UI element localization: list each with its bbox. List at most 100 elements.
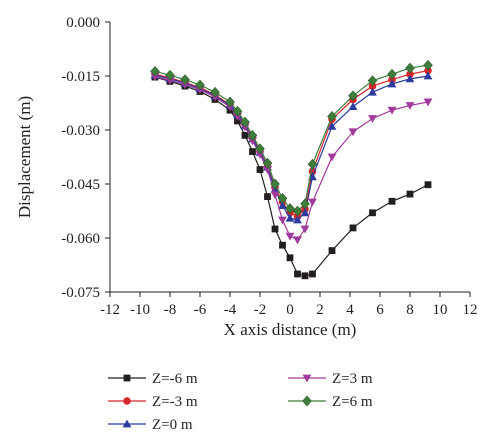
x-tick-label: -4 bbox=[224, 302, 237, 318]
data-point bbox=[387, 68, 397, 80]
data-point bbox=[294, 270, 301, 278]
y-tick-label: -0.060 bbox=[61, 231, 100, 247]
x-tick-label: 4 bbox=[346, 302, 354, 318]
legend-marker bbox=[123, 374, 131, 382]
data-point bbox=[279, 241, 286, 249]
data-point bbox=[387, 79, 397, 88]
data-point bbox=[328, 247, 336, 254]
x-tick-label: 10 bbox=[433, 302, 448, 318]
data-point bbox=[270, 178, 280, 190]
legend-item: Z=6 m bbox=[288, 394, 373, 410]
legend-label: Z=6 m bbox=[332, 394, 373, 410]
data-point bbox=[255, 143, 265, 155]
data-point bbox=[424, 66, 432, 75]
data-point bbox=[406, 70, 414, 78]
legend-label: Z=-6 m bbox=[152, 371, 198, 387]
data-point bbox=[405, 74, 415, 83]
data-point bbox=[247, 130, 258, 141]
data-point bbox=[301, 272, 309, 280]
x-tick-label: -2 bbox=[254, 302, 267, 318]
y-axis-title: Displacement (m) bbox=[15, 96, 34, 218]
series-z-6-m bbox=[151, 73, 432, 280]
data-point bbox=[309, 270, 316, 278]
data-point bbox=[367, 75, 378, 87]
data-point bbox=[423, 59, 433, 71]
y-tick-label: 0.000 bbox=[66, 15, 100, 31]
data-point bbox=[256, 166, 264, 173]
legend-item: Z=0 m bbox=[108, 417, 193, 433]
data-point bbox=[388, 197, 396, 205]
data-point bbox=[180, 81, 190, 90]
legend-marker bbox=[302, 374, 312, 383]
data-point bbox=[368, 82, 377, 90]
legend-item: Z=-6 m bbox=[108, 371, 198, 387]
x-tick-label: 8 bbox=[406, 302, 414, 318]
data-point bbox=[368, 115, 377, 123]
legend-label: Z=3 m bbox=[332, 371, 373, 387]
data-point bbox=[270, 191, 280, 200]
legend-label: Z=-3 m bbox=[152, 394, 198, 410]
data-point bbox=[150, 65, 160, 77]
data-point bbox=[271, 225, 279, 233]
data-point bbox=[327, 153, 337, 162]
series-z-6-m bbox=[150, 59, 433, 217]
data-point bbox=[240, 116, 250, 128]
y-tick-label: -0.075 bbox=[61, 285, 100, 301]
series-layer bbox=[150, 59, 433, 280]
legend-label: Z=0 m bbox=[152, 417, 193, 433]
data-point bbox=[300, 198, 310, 210]
data-point bbox=[327, 122, 337, 130]
data-point bbox=[286, 254, 294, 262]
legend-marker bbox=[302, 395, 312, 407]
data-point bbox=[285, 213, 295, 222]
y-tick-label: -0.015 bbox=[61, 69, 100, 85]
data-point bbox=[262, 157, 273, 169]
data-point bbox=[165, 76, 175, 85]
data-point bbox=[249, 148, 256, 155]
data-point bbox=[292, 205, 303, 217]
x-tick-label: -10 bbox=[130, 302, 150, 318]
data-point bbox=[348, 102, 358, 110]
data-point bbox=[278, 201, 287, 209]
data-point bbox=[387, 106, 397, 115]
data-point bbox=[195, 79, 205, 91]
x-tick-label: -12 bbox=[100, 302, 120, 318]
x-tick-label: 12 bbox=[463, 302, 478, 318]
data-point bbox=[406, 190, 414, 198]
series-line bbox=[154, 76, 429, 277]
data-point bbox=[232, 105, 243, 117]
data-point bbox=[285, 203, 295, 214]
legend-item: Z=-3 m bbox=[108, 394, 198, 410]
axes: -12 -10 -8 -6 -4 -2 0 2 4 6 8 10 12 0.000 -0.015 -0.030… bbox=[61, 15, 477, 318]
data-point bbox=[210, 86, 220, 98]
data-point bbox=[165, 69, 175, 81]
data-point bbox=[300, 208, 310, 217]
legend-item: Z=3 m bbox=[288, 371, 373, 387]
data-point bbox=[405, 102, 415, 110]
data-point bbox=[225, 96, 235, 108]
data-point bbox=[307, 158, 318, 170]
x-tick-label: 6 bbox=[376, 302, 384, 318]
legend-marker bbox=[122, 419, 132, 428]
data-point bbox=[349, 224, 357, 232]
legend: Z=-6 m Z=-3 m Z=0 m Z=3 m Z=6 m bbox=[108, 371, 373, 433]
data-point bbox=[423, 98, 433, 107]
data-point bbox=[285, 232, 295, 241]
data-point bbox=[264, 193, 271, 200]
data-point bbox=[423, 71, 433, 80]
data-point bbox=[278, 216, 287, 225]
data-point bbox=[327, 110, 337, 122]
legend-marker bbox=[123, 397, 131, 405]
data-point bbox=[293, 215, 302, 224]
y-tick-label: -0.030 bbox=[61, 123, 100, 139]
data-point bbox=[150, 73, 160, 82]
x-axis-title: X axis distance (m) bbox=[224, 320, 357, 339]
data-point bbox=[241, 132, 249, 139]
data-point bbox=[405, 62, 415, 74]
data-point bbox=[277, 193, 288, 204]
data-point bbox=[369, 209, 376, 217]
data-point bbox=[348, 90, 358, 102]
data-point bbox=[180, 74, 190, 85]
data-point bbox=[368, 87, 377, 96]
